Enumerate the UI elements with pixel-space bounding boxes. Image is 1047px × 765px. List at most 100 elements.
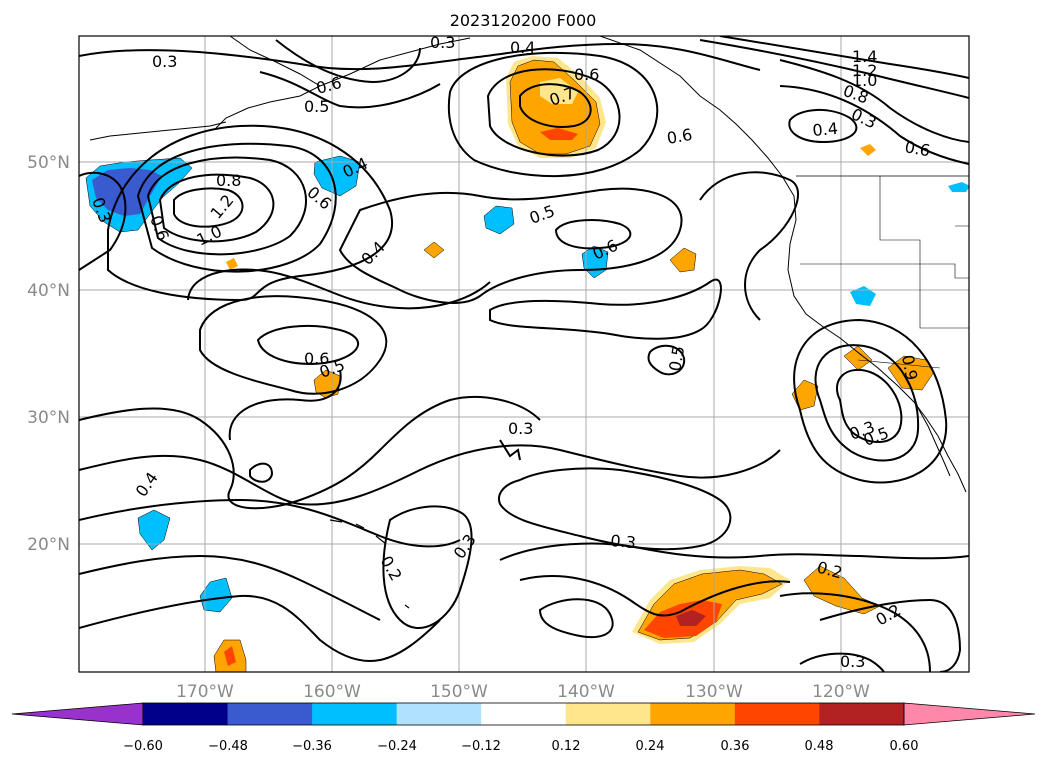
- contour-gulf-3: [447, 51, 659, 178]
- contour-label: 1.0: [852, 71, 877, 90]
- lon-label: 130°W: [685, 682, 743, 702]
- border-mexico: [857, 359, 941, 369]
- shade-pos-canada: [860, 144, 876, 156]
- colorbar-segment: [819, 703, 905, 725]
- colorbar-tick-label: 0.60: [890, 739, 919, 754]
- contour-mid-4: [256, 324, 360, 365]
- map-panel: 0.3 0.3 0.4 0.6 0.7 1.4 1.2 1.0 0.8 0.3 …: [78, 33, 970, 673]
- contour-south-4: [382, 505, 473, 630]
- latitude-labels: 50°N 40°N 30°N 20°N: [27, 153, 70, 555]
- contour-canada-5: [779, 85, 969, 165]
- colorbar-tick-labels: −0.60 −0.48 −0.36 −0.24 −0.12 0.12 0.24 …: [123, 739, 918, 754]
- shade-pos-south-max: [676, 610, 706, 626]
- contour-calif-low-2: [814, 344, 920, 462]
- lon-label: 160°W: [303, 682, 361, 702]
- contour-low-west-5: [107, 124, 393, 302]
- contour-west-edge: [79, 171, 127, 271]
- contour-low-west-3: [146, 156, 307, 256]
- colorbar: −0.60 −0.48 −0.36 −0.24 −0.12 0.12 0.24 …: [11, 702, 1036, 754]
- longitude-labels: 170°W 160°W 150°W 140°W 130°W 120°W: [176, 682, 870, 702]
- contour-mid-2: [338, 187, 683, 304]
- contour-mid-5: [199, 295, 388, 395]
- colorbar-tick-label: −0.24: [377, 739, 417, 754]
- contour-south-10: [799, 652, 885, 672]
- shade-pos-gulf-core: [540, 128, 578, 140]
- contour-south-1: [79, 498, 461, 548]
- contour-label: 0.4: [812, 119, 839, 140]
- contour-south-3: [79, 594, 441, 662]
- contour-canada-2: [719, 36, 969, 79]
- colorbar-segment: [565, 703, 651, 725]
- contour-label: 0.3: [430, 33, 455, 52]
- contour-south-5: [499, 542, 969, 561]
- contour-gulf-2: [486, 68, 621, 157]
- contour-south-6: [519, 575, 791, 617]
- contour-label: 0.5: [665, 344, 688, 372]
- lon-label: 150°W: [430, 682, 488, 702]
- contour-central-2: [79, 369, 541, 510]
- contour-label: 0.9: [898, 353, 921, 381]
- lat-label: 30°N: [27, 408, 70, 428]
- contour-label: 0.5: [304, 97, 329, 116]
- contour-label: 0.4: [510, 38, 535, 57]
- shade-pos-center: [423, 241, 445, 259]
- contour-mid-6: [489, 278, 722, 340]
- contour-calif-low-1: [835, 369, 903, 444]
- contour-gulf-1: [519, 83, 592, 128]
- map-frame: [78, 35, 970, 673]
- shade-neg-mid: [483, 205, 515, 235]
- contour-north-band-1: [79, 42, 761, 71]
- colorbar-tick-label: −0.60: [123, 739, 163, 754]
- contour-label: 0.6: [665, 125, 693, 148]
- colorbar-segment: [312, 703, 398, 725]
- colorbar-tick-label: −0.48: [208, 739, 248, 754]
- contour-low-west-2: [158, 173, 275, 243]
- contour-canada-4: [788, 108, 858, 144]
- colorbar-tick-label: −0.12: [461, 739, 501, 754]
- contour-canada-3: [779, 59, 969, 143]
- contour-label: 0.3: [610, 531, 637, 552]
- lat-label: 40°N: [27, 281, 70, 301]
- contour-label: 0.6: [304, 349, 329, 368]
- graticule: [79, 36, 969, 672]
- contour-mid-1: [554, 219, 632, 250]
- contour-label: 0.6: [903, 137, 931, 160]
- lon-label: 120°W: [812, 682, 870, 702]
- shade-pos-bottom-west-core: [224, 646, 236, 666]
- map-title: 2023120200 F000: [450, 11, 597, 30]
- contour-central-3: [79, 444, 781, 506]
- contour-mid-3: [187, 268, 491, 310]
- colorbar-tick-label: 0.24: [636, 739, 665, 754]
- contour-big-east: [699, 171, 800, 321]
- shade-pos-calif2: [843, 345, 873, 371]
- contour-south-2: [79, 554, 381, 621]
- shade-neg-canada: [948, 182, 969, 192]
- colorbar-tick-label: 0.12: [552, 739, 581, 754]
- border-states: [800, 176, 969, 329]
- contour-label: 0.3: [508, 419, 533, 438]
- colorbar-segment: [227, 703, 313, 725]
- contour-canada-1: [699, 39, 969, 99]
- contour-label: 0.6: [574, 65, 599, 84]
- contour-label: 1.2: [852, 61, 877, 80]
- shade-neg-south2: [199, 577, 233, 613]
- contour-central-4: [499, 439, 521, 461]
- lon-label: 140°W: [557, 682, 615, 702]
- coast-aleutians: [89, 121, 227, 141]
- shade-neg-south: [137, 509, 171, 551]
- contour-label: 1.4: [852, 47, 877, 66]
- shade-pos-east: [669, 247, 697, 273]
- colorbar-segments: [11, 702, 1036, 726]
- colorbar-segment: [650, 703, 736, 725]
- colorbar-extend-min: [11, 702, 144, 726]
- contour-south-7: [538, 598, 614, 639]
- contour-north-band-3: [275, 39, 421, 84]
- lat-label: 20°N: [27, 535, 70, 555]
- contour-label: 0.3: [152, 52, 177, 71]
- contour-label: 0.8: [216, 171, 241, 190]
- lon-label: 170°W: [176, 682, 234, 702]
- contour-north-band-2: [259, 71, 441, 109]
- colorbar-segment: [734, 703, 820, 725]
- contour-lines: [79, 36, 969, 672]
